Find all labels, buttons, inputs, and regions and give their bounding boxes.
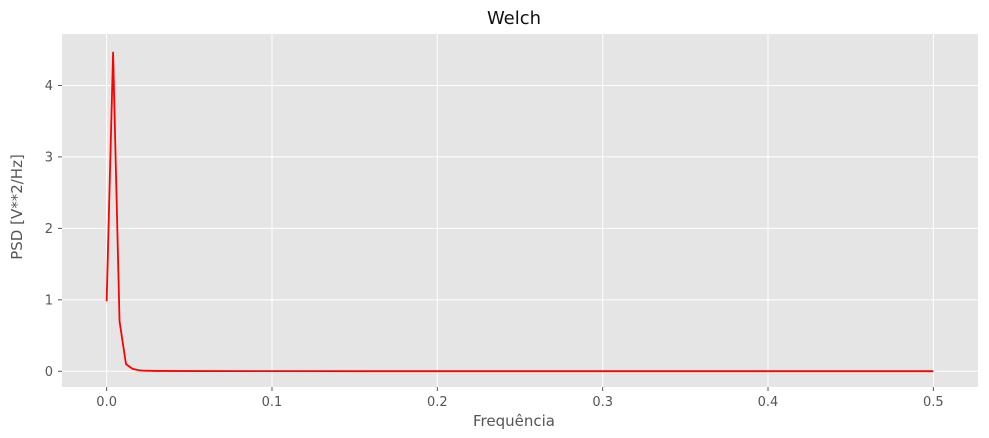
series-layer	[105, 51, 934, 373]
plot-area	[62, 34, 978, 387]
y-tick-label: 1	[45, 293, 53, 308]
x-tick-label: 0.4	[758, 395, 779, 410]
psd-line	[105, 51, 934, 373]
y-tick-label: 4	[45, 79, 53, 94]
x-tick-label: 0.3	[592, 395, 613, 410]
chart-title: Welch	[487, 8, 541, 29]
y-axis-label: PSD [V**2/Hz]	[8, 154, 26, 260]
y-axis: 0 1 2 3 4	[45, 79, 62, 380]
y-tick-label: 2	[45, 222, 53, 237]
x-tick-label: 0.2	[427, 395, 448, 410]
y-tick-label: 3	[45, 150, 53, 165]
y-tick-label: 0	[45, 365, 53, 380]
x-axis-label: Frequência	[473, 412, 555, 430]
x-tick-label: 0.0	[96, 395, 117, 410]
x-axis: 0.0 0.1 0.2 0.3 0.4 0.5	[96, 387, 944, 410]
x-tick-label: 0.1	[262, 395, 283, 410]
x-grid	[106, 34, 934, 387]
x-tick-label: 0.5	[923, 395, 944, 410]
